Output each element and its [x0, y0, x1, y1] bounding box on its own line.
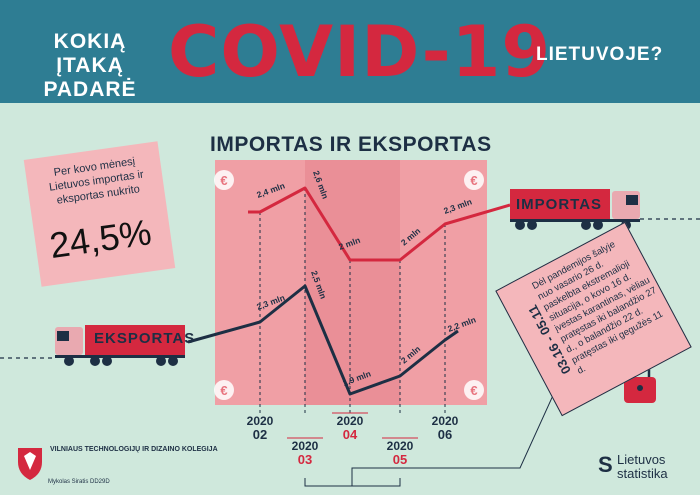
x-tick-month: 05 — [393, 452, 407, 467]
x-tick-year: 2020 — [337, 414, 364, 428]
export-series-line — [187, 284, 459, 396]
import-truck-label: IMPORTAS — [516, 196, 603, 213]
truck-wheel — [515, 220, 525, 230]
x-tick-month: 04 — [343, 427, 358, 442]
euro-icon: € — [220, 383, 227, 398]
truck-window — [57, 331, 69, 341]
truck-wheel — [156, 356, 166, 366]
question-end: LIETUVOJE? — [536, 44, 664, 65]
euro-icon-bg — [464, 380, 484, 400]
chart-title: IMPORTAS IR EKSPORTAS — [210, 133, 492, 156]
euro-icon-bg — [464, 170, 484, 190]
truck-wheel — [527, 220, 537, 230]
header-banner: KOKIĄ ĮTAKĄ PADARĖ COVID-19 LIETUVOJE? — [0, 0, 700, 103]
panel-tint — [215, 160, 487, 405]
author-name: Mykolas Siratis DD29D — [48, 479, 110, 485]
x-tick-year: 2020 — [432, 414, 459, 428]
import-truck — [510, 189, 640, 230]
euro-icon: € — [470, 173, 477, 188]
truck-wheel — [593, 220, 603, 230]
statistics-logo-icon: S — [598, 452, 613, 477]
truck-chassis — [55, 355, 185, 358]
export-truck-label: EKSPORTAS — [94, 330, 196, 347]
truck-window — [626, 195, 638, 205]
x-tick-month: 02 — [253, 427, 267, 442]
truck-trailer — [85, 325, 185, 355]
period-connector — [351, 379, 561, 486]
x-tick-month: 06 — [438, 427, 452, 442]
quarantine-period — [305, 160, 400, 405]
import-series-line — [248, 186, 511, 262]
question-start: KOKIĄ ĮTAKĄ PADARĖ — [43, 30, 137, 101]
euro-icon-bg — [214, 170, 234, 190]
truck-wheel — [64, 356, 74, 366]
truck-wheel — [90, 356, 100, 366]
truck-wheel — [168, 356, 178, 366]
euro-icon: € — [220, 173, 227, 188]
x-tick-month: 03 — [298, 452, 312, 467]
x-tick-year: 2020 — [292, 439, 319, 453]
college-logo-detail — [24, 452, 36, 470]
x-tick-year: 2020 — [247, 414, 274, 428]
covid-title: COVID-19 — [168, 11, 552, 93]
college-name: VILNIAUS TECHNOLOGIJŲ IR DIZAINO KOLEGIJ… — [50, 446, 218, 453]
truck-chassis — [510, 219, 640, 222]
x-tick-year: 2020 — [387, 439, 414, 453]
callout-text: Per kovo mėnesį Lietuvos importas ir eks… — [48, 155, 145, 207]
statistics-name: Lietuvos statistika — [617, 452, 668, 481]
truck-trailer — [510, 189, 610, 219]
truck-wheel — [102, 356, 112, 366]
padlock-keyhole — [637, 385, 643, 391]
drop-callout: Per kovo mėnesį Lietuvos importas ir eks… — [23, 141, 176, 287]
euro-icon-bg — [214, 380, 234, 400]
euro-icon: € — [470, 383, 477, 398]
truck-wheel — [581, 220, 591, 230]
export-truck — [55, 325, 185, 366]
callout-percent: 24,5% — [47, 211, 154, 267]
